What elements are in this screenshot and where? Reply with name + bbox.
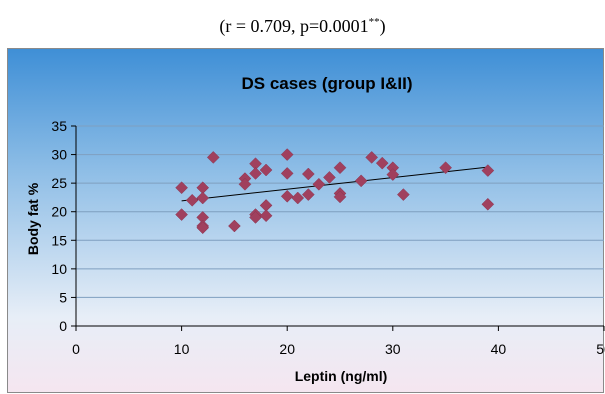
axis-layer: 0 5 10 15 20 25 30 35 0 10 20 30 40 50 xyxy=(51,118,605,357)
data-point xyxy=(397,188,410,201)
data-point xyxy=(185,193,199,207)
data-point xyxy=(312,177,326,191)
data-point xyxy=(259,163,273,177)
significance-marker: ** xyxy=(368,16,380,28)
data-point xyxy=(333,190,347,204)
data-point xyxy=(354,174,368,188)
data-point xyxy=(481,197,495,211)
x-axis-label: Leptin (ng/ml) xyxy=(295,368,388,384)
data-point xyxy=(280,167,294,180)
data-point xyxy=(249,211,262,224)
data-point xyxy=(280,189,294,203)
trend-layer xyxy=(181,166,488,202)
data-point xyxy=(249,167,262,180)
data-point xyxy=(365,151,379,164)
x-tick-label: 20 xyxy=(279,341,295,357)
correlation-caption: (r = 0.709, p=0.0001**) xyxy=(0,16,605,37)
trendline xyxy=(181,166,488,202)
data-point xyxy=(301,167,315,181)
x-tick-label: 40 xyxy=(491,341,507,357)
x-tick-label: 10 xyxy=(174,341,190,357)
data-point xyxy=(291,191,305,205)
y-tick-label: 30 xyxy=(51,147,67,163)
y-tick-label: 15 xyxy=(51,232,67,248)
data-point xyxy=(439,161,452,175)
caption-close: ) xyxy=(379,16,386,36)
data-point xyxy=(375,156,389,170)
grid-layer xyxy=(76,125,604,298)
data-point xyxy=(323,171,336,184)
x-tick-label: 50 xyxy=(596,341,605,357)
data-point xyxy=(301,188,315,201)
data-point xyxy=(228,219,241,233)
y-tick-label: 35 xyxy=(51,118,67,134)
chart-frame xyxy=(7,48,604,393)
point-layer xyxy=(175,148,495,235)
y-tick-label: 25 xyxy=(51,175,67,191)
y-tick-label: 5 xyxy=(59,289,67,305)
data-point xyxy=(280,148,294,161)
y-axis-label: Body fat % xyxy=(25,182,41,255)
y-tick-label: 0 xyxy=(59,318,67,334)
x-tick-label: 30 xyxy=(385,341,401,357)
data-point xyxy=(481,164,495,177)
chart-title: DS cases (group I&II) xyxy=(242,74,413,93)
data-point xyxy=(238,177,252,191)
data-point xyxy=(259,209,273,223)
x-tick-label: 0 xyxy=(72,341,80,357)
data-point xyxy=(196,191,210,205)
y-tick-label: 20 xyxy=(51,204,67,220)
data-point xyxy=(206,151,220,164)
data-point xyxy=(333,161,347,175)
data-point xyxy=(175,181,188,195)
data-point xyxy=(196,221,210,235)
data-point xyxy=(386,168,400,181)
data-point xyxy=(175,208,188,221)
caption-text: (r = 0.709, p=0.0001 xyxy=(219,16,369,36)
y-tick-label: 10 xyxy=(51,261,67,277)
